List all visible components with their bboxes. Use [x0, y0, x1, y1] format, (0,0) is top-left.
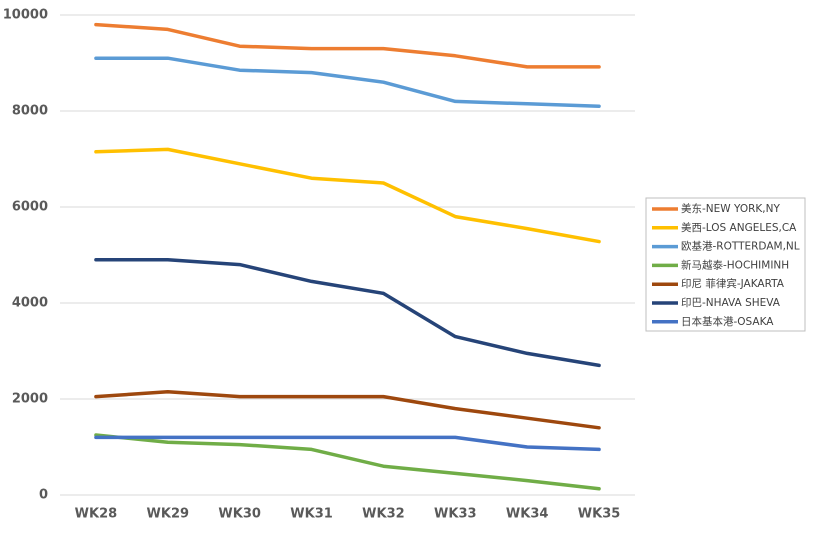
line-series [94, 22, 601, 69]
legend-label: 美东-NEW YORK,NY [681, 202, 780, 215]
line-series [94, 390, 601, 430]
y-tick-label: 2000 [12, 392, 48, 407]
line-series [94, 435, 601, 452]
y-tick-label: 10000 [3, 8, 48, 23]
legend-label: 美西-LOS ANGELES,CA [681, 221, 797, 234]
y-tick-label: 8000 [12, 104, 48, 119]
x-tick-label: WK32 [362, 507, 405, 522]
legend-label: 新马越泰-HOCHIMINH [681, 258, 789, 271]
line-series [94, 258, 601, 368]
x-tick-label: WK31 [290, 507, 333, 522]
x-tick-label: WK35 [578, 507, 621, 522]
y-tick-label: 6000 [12, 200, 48, 215]
x-tick-label: WK28 [75, 507, 118, 522]
x-tick-label: WK34 [506, 507, 549, 522]
x-tick-label: WK33 [434, 507, 477, 522]
y-tick-label: 0 [39, 488, 48, 503]
legend-label: 印巴-NHAVA SHEVA [681, 297, 781, 309]
legend-label: 欧基港-ROTTERDAM,NL [681, 240, 800, 253]
legend-label: 日本基本港-OSAKA [681, 315, 774, 328]
legend-label: 印尼 菲律宾-JAKARTA [681, 277, 785, 290]
x-tick-label: WK29 [147, 507, 190, 522]
line-series [94, 433, 601, 491]
x-tick-label: WK30 [218, 507, 261, 522]
line-series [94, 56, 601, 108]
line-series [94, 147, 601, 244]
y-tick-label: 4000 [12, 296, 48, 311]
